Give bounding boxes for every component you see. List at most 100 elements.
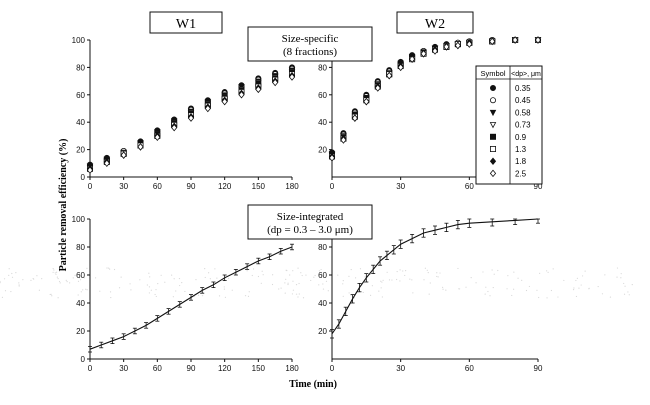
x-tick-label: 180 bbox=[285, 182, 299, 191]
speckle bbox=[154, 293, 156, 296]
speckle bbox=[292, 270, 294, 272]
speckle bbox=[507, 275, 509, 277]
x-tick-label: 30 bbox=[119, 364, 128, 373]
speckle bbox=[354, 277, 357, 279]
speckle bbox=[56, 271, 58, 273]
speckle bbox=[580, 284, 582, 286]
speckle bbox=[148, 272, 150, 274]
speckle bbox=[52, 268, 54, 270]
speckle bbox=[216, 277, 218, 279]
y-tick-label: 60 bbox=[318, 91, 327, 100]
speckle bbox=[155, 295, 157, 298]
speckle bbox=[57, 277, 59, 280]
series-2.5 bbox=[328, 36, 542, 162]
scan-noise bbox=[0, 267, 633, 299]
speckle bbox=[620, 273, 622, 275]
legend-symbol-1.3 bbox=[489, 145, 496, 152]
speckle bbox=[348, 292, 350, 294]
speckle bbox=[310, 279, 312, 282]
size-specific-box bbox=[247, 26, 373, 62]
speckle bbox=[396, 278, 398, 281]
speckle bbox=[297, 267, 299, 269]
speckle bbox=[323, 274, 325, 276]
speckle bbox=[485, 286, 487, 288]
speckle bbox=[11, 272, 13, 275]
speckle bbox=[302, 297, 305, 299]
speckle bbox=[624, 285, 626, 287]
data-point bbox=[238, 91, 245, 99]
speckle bbox=[517, 277, 519, 279]
speckle bbox=[369, 294, 372, 297]
y-tick-label: 20 bbox=[318, 327, 327, 336]
legend-size-label: 0.58 bbox=[515, 108, 531, 117]
speckle bbox=[77, 280, 80, 282]
x-tick-label: 60 bbox=[153, 182, 162, 191]
data-point bbox=[408, 55, 416, 63]
x-tick-label: 150 bbox=[252, 364, 266, 373]
speckle bbox=[371, 285, 373, 287]
w1-label: W1 bbox=[176, 17, 196, 32]
x-tick-label: 60 bbox=[153, 364, 162, 373]
speckle bbox=[439, 272, 441, 274]
speckle bbox=[620, 277, 622, 279]
data-point bbox=[120, 151, 127, 159]
speckle bbox=[576, 277, 578, 279]
data-point bbox=[328, 154, 336, 162]
speckle bbox=[228, 277, 230, 280]
speckle bbox=[30, 279, 32, 281]
speckle bbox=[429, 282, 431, 284]
speckle bbox=[109, 268, 111, 270]
legend-symbol-0.35 bbox=[489, 85, 496, 92]
data-point bbox=[204, 104, 211, 113]
speckle bbox=[148, 286, 151, 288]
legend-size-label: 1.3 bbox=[515, 145, 527, 154]
size-integrated-subtitle: (dp = 0.3 – 3.0 μm) bbox=[267, 224, 353, 236]
legend: Symbol <dp>, μm 0.35 0.45 0.58 0.73 0.9 1.3 1.… bbox=[475, 65, 543, 185]
panel-size-specific-w2: 0 30 60 90 20 40 60 80 bbox=[318, 36, 543, 191]
speckle bbox=[584, 270, 586, 272]
y-tick-label: 60 bbox=[76, 271, 85, 280]
speckle bbox=[563, 279, 565, 282]
speckle bbox=[623, 293, 626, 295]
speckle bbox=[83, 277, 86, 279]
data-point bbox=[272, 78, 279, 87]
speckle bbox=[337, 274, 339, 276]
speckle bbox=[627, 291, 629, 293]
speckle bbox=[380, 280, 382, 282]
panel-size-integrated-w1: 0 30 60 90 120 150 180 0 20 40 60 80 100 bbox=[72, 215, 300, 373]
y-axis-title: Particle removal efficiency (%) bbox=[58, 139, 69, 272]
speckle bbox=[457, 267, 459, 270]
data-point bbox=[466, 40, 473, 48]
legend-symbol-1.8 bbox=[489, 157, 497, 165]
speckle bbox=[155, 289, 157, 291]
speckle bbox=[546, 270, 548, 272]
speckle bbox=[113, 268, 116, 271]
speckle bbox=[322, 283, 324, 285]
speckle bbox=[164, 281, 166, 283]
speckle bbox=[251, 274, 253, 277]
speckle bbox=[72, 277, 74, 279]
speckle bbox=[616, 276, 618, 278]
speckle bbox=[437, 276, 439, 278]
speckle bbox=[550, 289, 553, 292]
panel-size-specific-w1: 0 30 60 90 120 150 180 0 20 40 60 80 100 bbox=[72, 36, 300, 191]
speckle bbox=[157, 283, 159, 285]
speckle bbox=[601, 293, 604, 295]
speckle bbox=[261, 270, 263, 272]
speckle bbox=[197, 294, 200, 296]
speckle bbox=[436, 272, 438, 274]
series-1.8 bbox=[86, 71, 296, 173]
speckle bbox=[85, 288, 87, 290]
speckle bbox=[286, 269, 288, 272]
speckle bbox=[539, 272, 541, 274]
speckle bbox=[82, 289, 84, 291]
x-tick-label: 120 bbox=[218, 182, 232, 191]
speckle bbox=[342, 295, 344, 297]
x-tick-label: 180 bbox=[285, 364, 299, 373]
speckle bbox=[110, 296, 112, 299]
speckle bbox=[214, 268, 216, 270]
speckle bbox=[223, 288, 226, 290]
data-point bbox=[171, 123, 178, 132]
data-point bbox=[86, 166, 94, 174]
